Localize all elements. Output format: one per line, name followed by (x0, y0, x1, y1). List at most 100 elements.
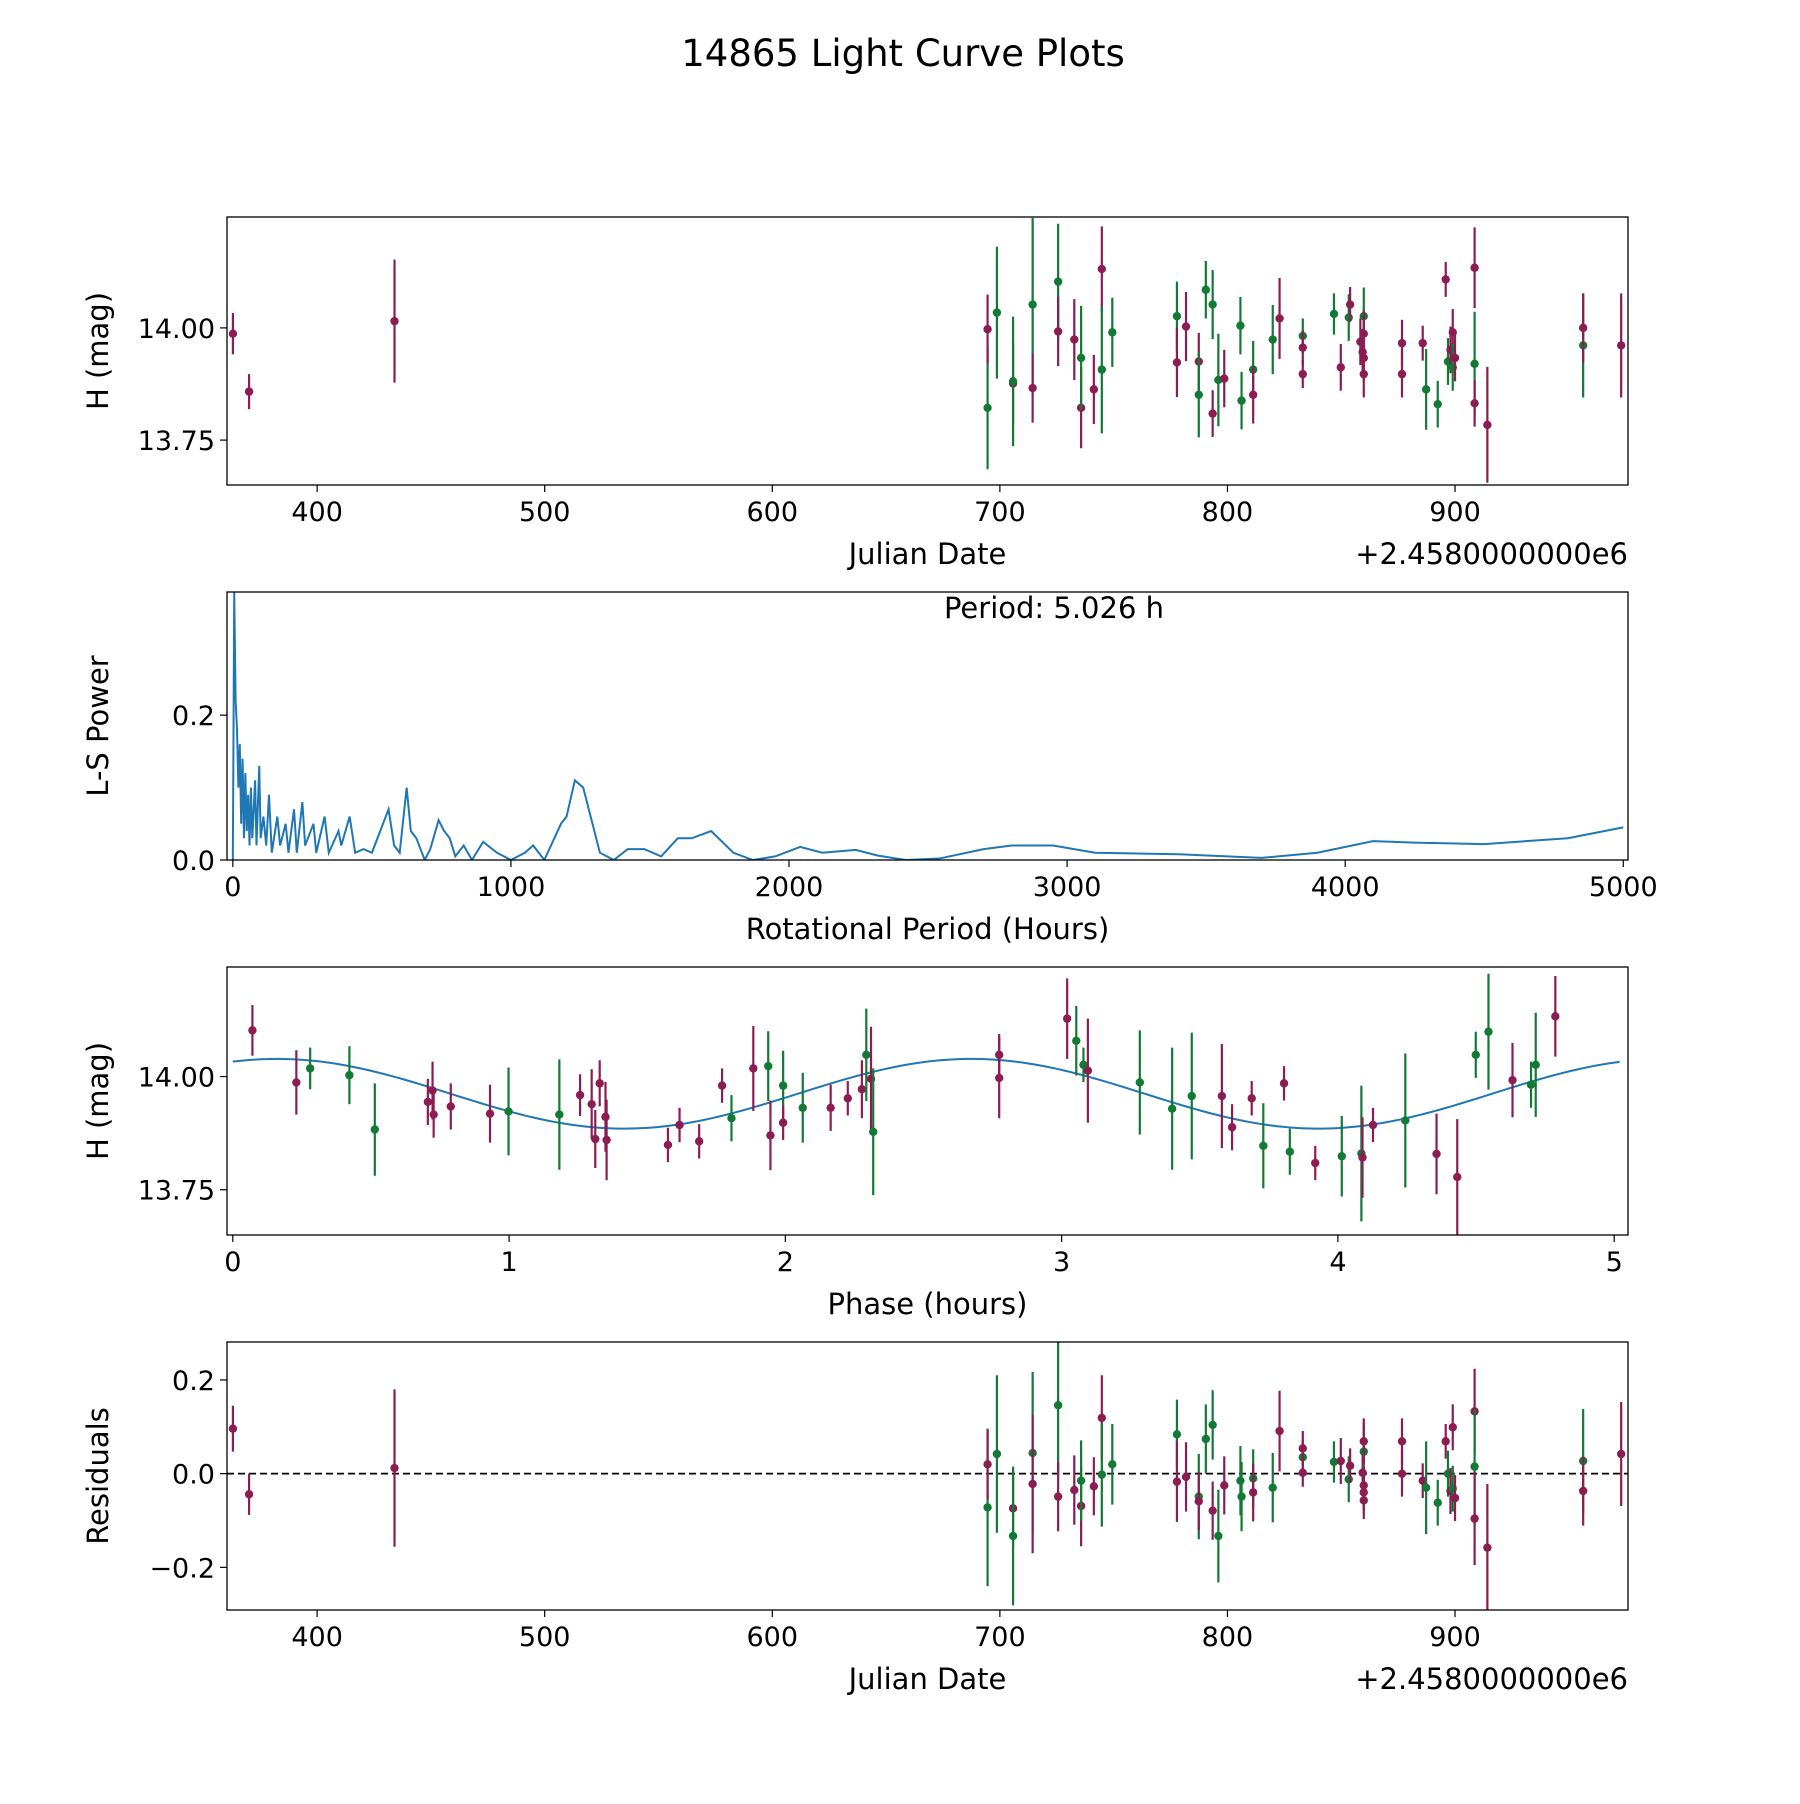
axes-frame (226, 216, 1629, 486)
data-marker (1097, 1413, 1107, 1423)
data-point-green (1135, 1030, 1145, 1135)
data-point-purple (1172, 1441, 1182, 1522)
data-point-purple (1298, 360, 1307, 389)
data-marker (1275, 314, 1284, 323)
data-point-purple (1551, 976, 1560, 1057)
data-point-purple (1616, 1401, 1626, 1506)
data-marker (1421, 1483, 1431, 1492)
data-marker (1358, 1468, 1367, 1477)
data-point-purple (1470, 227, 1479, 309)
data-point-purple (1089, 354, 1099, 424)
data-point-purple (1298, 1458, 1307, 1487)
data-marker (1076, 353, 1086, 363)
data-marker (1421, 385, 1431, 394)
y-tick-label: 13.75 (138, 1176, 215, 1207)
data-marker (1397, 1437, 1407, 1446)
x-tick-label: 400 (291, 497, 343, 528)
y-tick-label: 14.00 (138, 314, 215, 345)
data-marker (727, 1114, 736, 1123)
data-point-purple (602, 1099, 611, 1181)
data-point-purple (994, 1037, 1004, 1119)
data-marker (1311, 1158, 1320, 1168)
data-point-purple (778, 1105, 788, 1140)
data-point-purple (663, 1127, 673, 1163)
data-point-purple (587, 1069, 596, 1140)
data-marker (1008, 1531, 1018, 1541)
data-point-green (1237, 371, 1246, 430)
data-point-purple (446, 1083, 455, 1130)
data-marker (1616, 1449, 1626, 1459)
data-marker (1578, 323, 1588, 333)
data-point-purple (1453, 1119, 1462, 1235)
data-point-purple (1028, 1414, 1037, 1554)
data-point-purple (228, 313, 238, 355)
data-marker (1508, 1075, 1517, 1085)
data-point-purple (1441, 261, 1450, 297)
data-point-purple (595, 1060, 604, 1107)
x-tick-label: 700 (974, 497, 1026, 528)
data-marker (1551, 1012, 1560, 1021)
data-marker (1279, 1079, 1289, 1088)
data-marker (428, 1086, 437, 1095)
data-marker (1448, 1423, 1457, 1432)
y-tick-label: 0.0 (172, 1460, 215, 1491)
data-marker (1268, 1483, 1277, 1492)
data-marker (591, 1134, 600, 1144)
data-marker (1187, 1091, 1196, 1101)
data-point-green (1097, 1422, 1107, 1527)
data-point-green (1401, 1053, 1410, 1188)
data-marker (1028, 383, 1037, 393)
data-marker (244, 1490, 254, 1499)
data-marker (1397, 338, 1407, 348)
y-axis-label: H (mag) (81, 292, 115, 410)
data-point-purple (1053, 1461, 1063, 1532)
data-point-purple (1397, 350, 1407, 398)
data-point-green (983, 346, 992, 470)
y-tick-label: 0.2 (172, 701, 215, 732)
data-marker (390, 316, 399, 326)
data-marker (869, 1127, 878, 1136)
data-marker (1418, 338, 1427, 348)
data-marker (1097, 365, 1107, 374)
data-marker (1227, 1123, 1237, 1132)
x-tick-label: 500 (519, 1622, 571, 1653)
data-marker (1236, 1476, 1245, 1485)
data-marker (1214, 1531, 1223, 1541)
data-marker (1397, 1469, 1407, 1478)
data-point-green (992, 246, 1002, 379)
data-point-purple (694, 1124, 704, 1159)
data-point-purple (1450, 334, 1460, 382)
data-marker (1201, 285, 1211, 294)
data-marker (555, 1110, 564, 1119)
data-marker (983, 325, 992, 334)
data-point-purple (1345, 287, 1355, 323)
data-marker (1345, 1461, 1355, 1470)
data-point-green (1053, 1342, 1063, 1475)
data-point-purple (1275, 1390, 1284, 1472)
data-marker (1097, 264, 1107, 274)
data-point-purple (1441, 1423, 1450, 1459)
data-marker (1344, 313, 1353, 322)
data-marker (1220, 374, 1229, 383)
data-marker (1053, 1401, 1063, 1410)
period-annotation: Period: 5.026 h (944, 591, 1164, 625)
data-point-purple (1470, 1472, 1479, 1566)
axis-offset-text: +2.4580000000e6 (1355, 537, 1628, 571)
data-marker (694, 1137, 704, 1146)
data-point-green (1108, 297, 1117, 367)
axes-frame (226, 591, 1629, 861)
data-marker (1268, 335, 1277, 344)
data-marker (1194, 1497, 1203, 1506)
data-marker (1220, 1481, 1229, 1490)
y-tick-label: 13.75 (138, 426, 215, 457)
data-marker (1453, 1172, 1462, 1182)
data-marker (1248, 1488, 1258, 1497)
data-point-green (1076, 305, 1086, 411)
data-point-green (555, 1059, 564, 1170)
data-marker (717, 1081, 727, 1090)
axes-frame (226, 1341, 1629, 1611)
data-point-purple (1359, 350, 1368, 398)
data-marker (575, 1090, 585, 1100)
data-marker (1358, 1153, 1367, 1162)
